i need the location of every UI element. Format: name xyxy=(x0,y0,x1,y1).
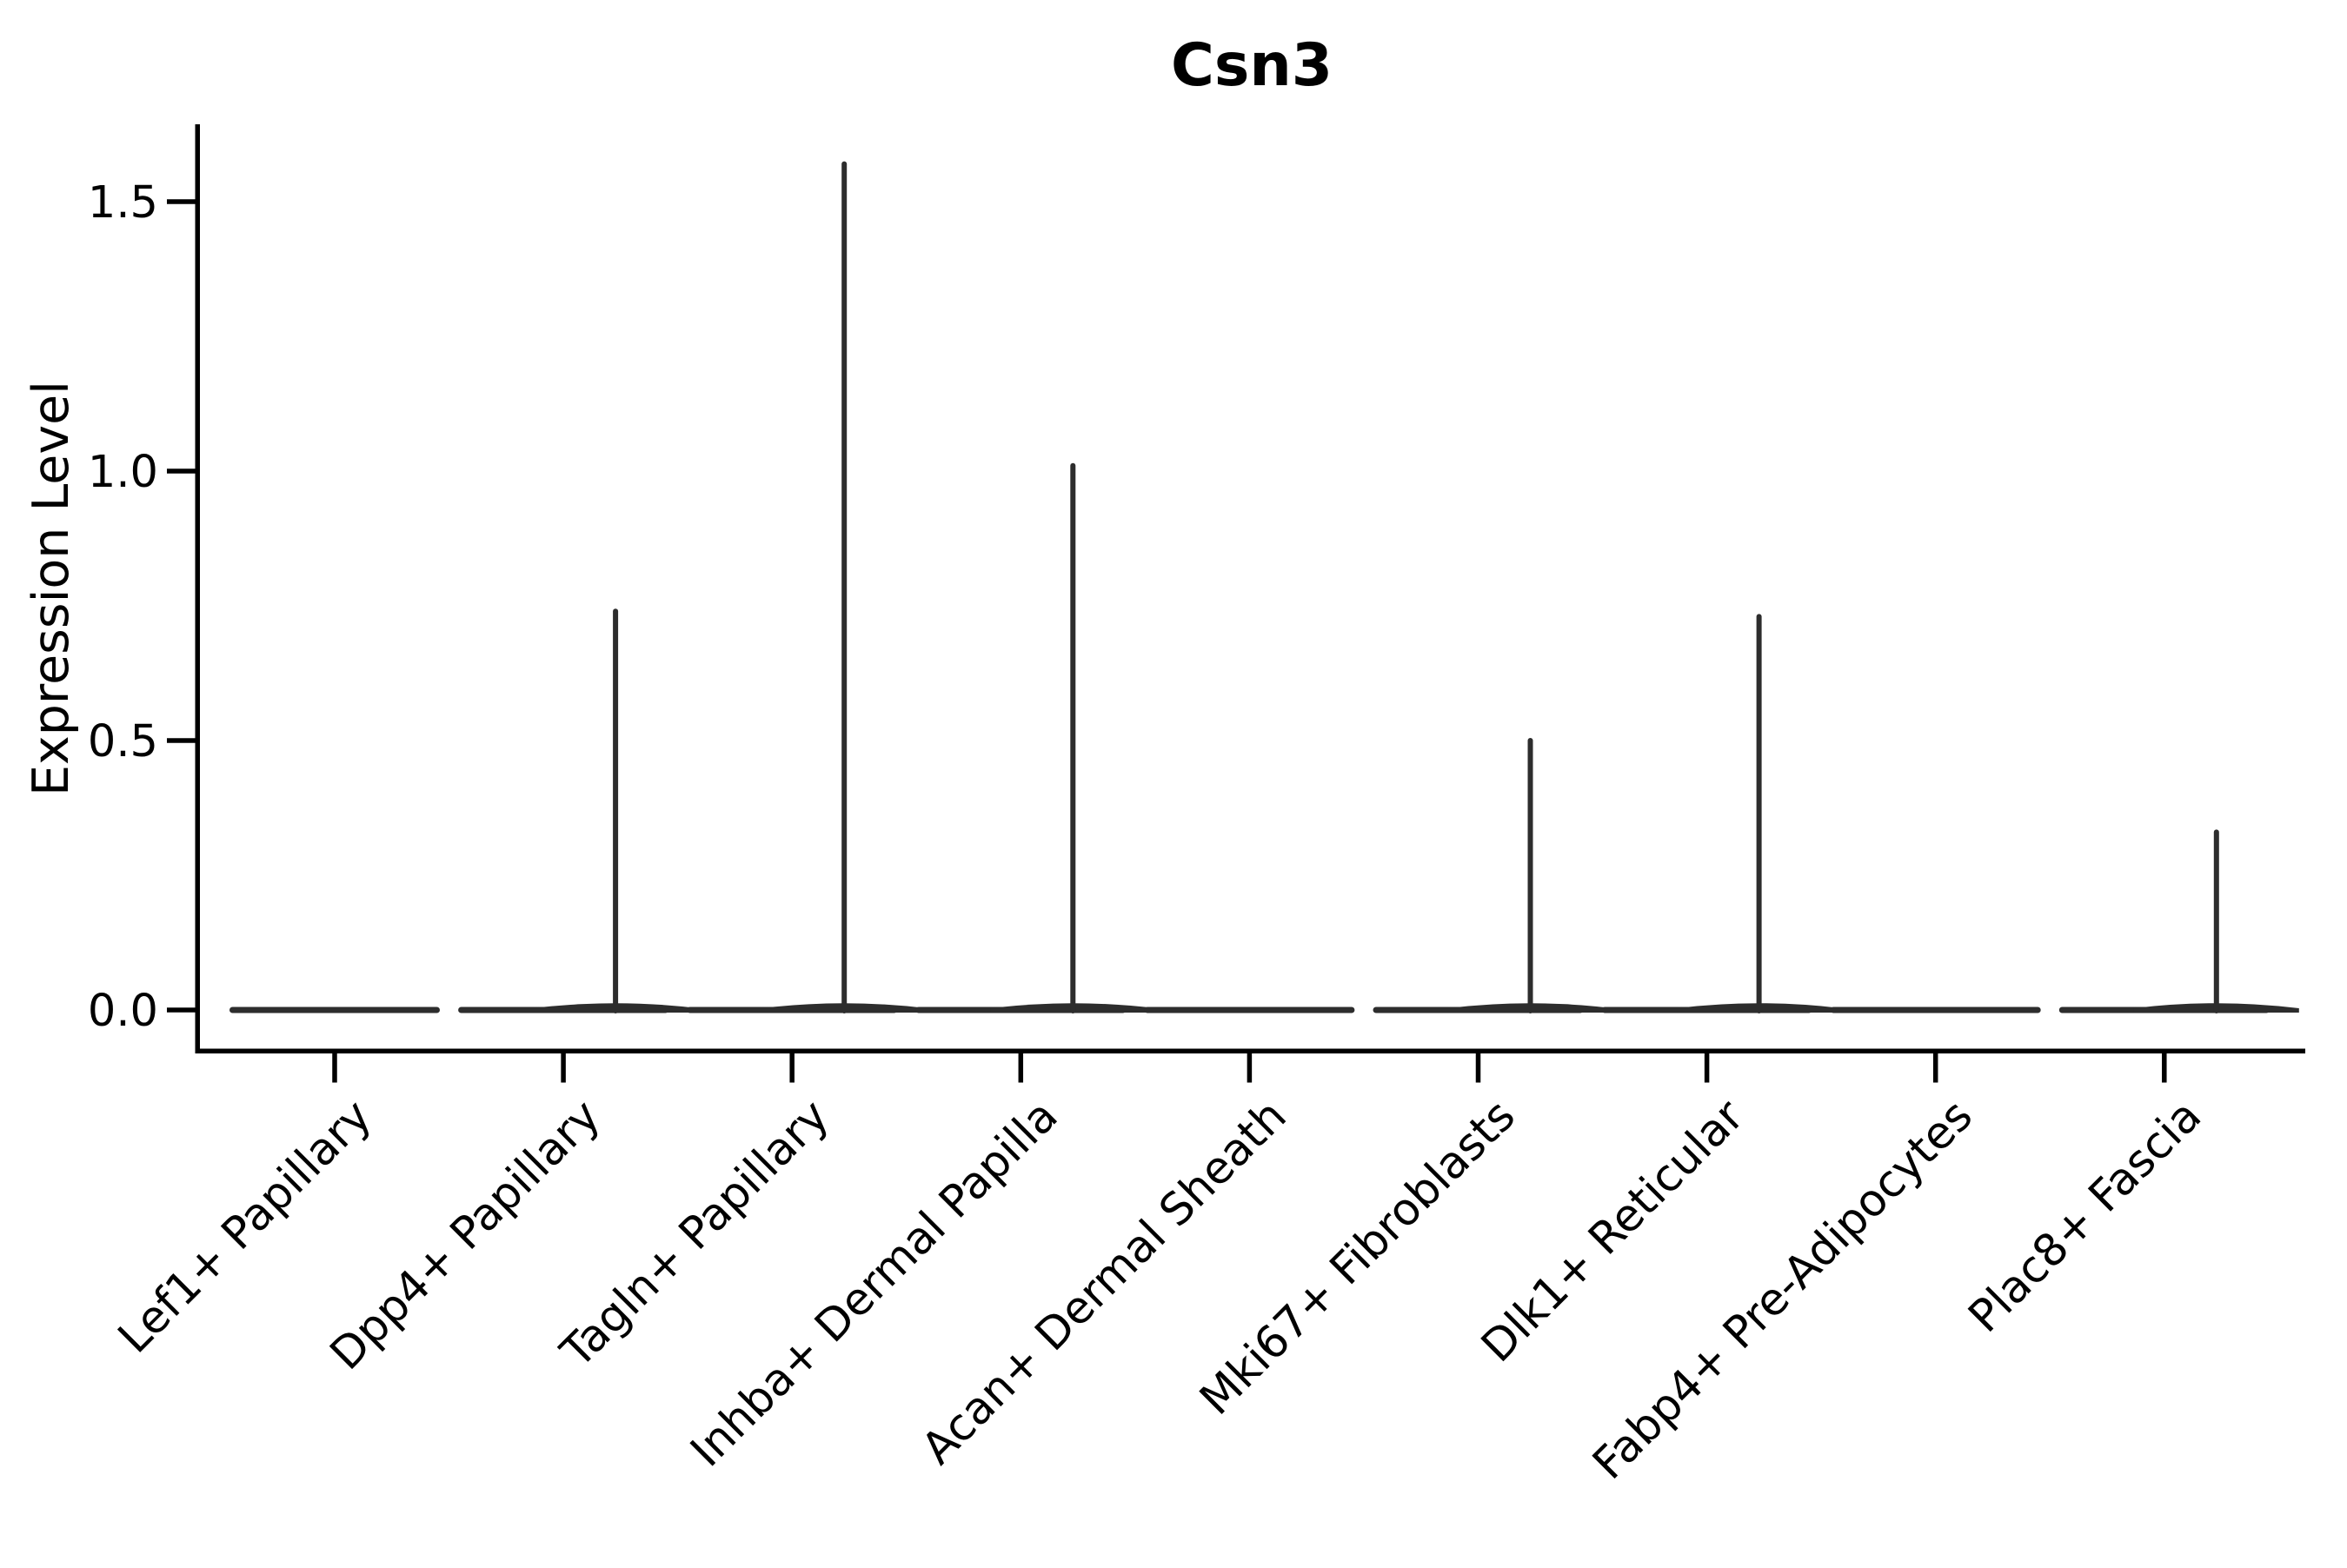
x-tick xyxy=(1018,1053,1024,1083)
y-tick xyxy=(167,199,196,204)
violin-body xyxy=(1830,1007,2041,1013)
violin-mki67-fibroblasts xyxy=(1373,738,1613,1013)
x-tick-label: Lef1+ Papillary xyxy=(109,1090,382,1363)
y-axis-spine xyxy=(195,124,200,1053)
x-tick xyxy=(1704,1053,1710,1083)
y-axis-ticks: 0.0 0.5 1.0 1.5 xyxy=(88,177,196,1037)
violins xyxy=(229,161,2299,1013)
y-tick xyxy=(167,738,196,743)
x-tick-label: Inhba+ Dermal Papilla xyxy=(681,1090,1068,1477)
violin-body xyxy=(1144,1007,1355,1013)
x-tick xyxy=(1475,1053,1481,1083)
violin-inhba-dermal-papilla xyxy=(915,462,1156,1013)
y-tick xyxy=(167,468,196,474)
violin-body xyxy=(229,1007,440,1013)
x-tick xyxy=(332,1053,337,1083)
y-axis-label: Expression Level xyxy=(23,381,80,796)
y-tick-label: 1.0 xyxy=(88,447,158,498)
violin-acan-dermal-sheath xyxy=(1144,1007,1355,1013)
x-axis-spine xyxy=(195,1048,2305,1053)
x-tick xyxy=(561,1053,566,1083)
violin-dpp4-papillary xyxy=(458,608,699,1013)
violin-dlk1-reticular xyxy=(1601,614,1842,1013)
x-tick xyxy=(2162,1053,2167,1083)
y-tick-label: 0.0 xyxy=(88,986,158,1037)
violin-plac8-fascia xyxy=(2058,829,2299,1013)
x-tick-label: Acan+ Dermal Sheath xyxy=(912,1090,1296,1474)
y-tick xyxy=(167,1007,196,1013)
violin-lef1-papillary xyxy=(229,1007,440,1013)
x-tick xyxy=(1932,1053,1938,1083)
x-tick xyxy=(1247,1053,1253,1083)
chart-title: Csn3 xyxy=(1171,31,1333,100)
violin-tagln-papillary xyxy=(687,161,927,1013)
x-tick-label: Plac8+ Fascia xyxy=(1959,1090,2211,1342)
violin-fabp4-pre-adipocytes xyxy=(1830,1007,2041,1013)
x-tick-label: Fabp4+ Pre-Adipocytes xyxy=(1583,1090,1982,1489)
y-tick-label: 0.5 xyxy=(88,716,158,767)
y-tick-label: 1.5 xyxy=(88,177,158,229)
x-tick xyxy=(789,1053,795,1083)
